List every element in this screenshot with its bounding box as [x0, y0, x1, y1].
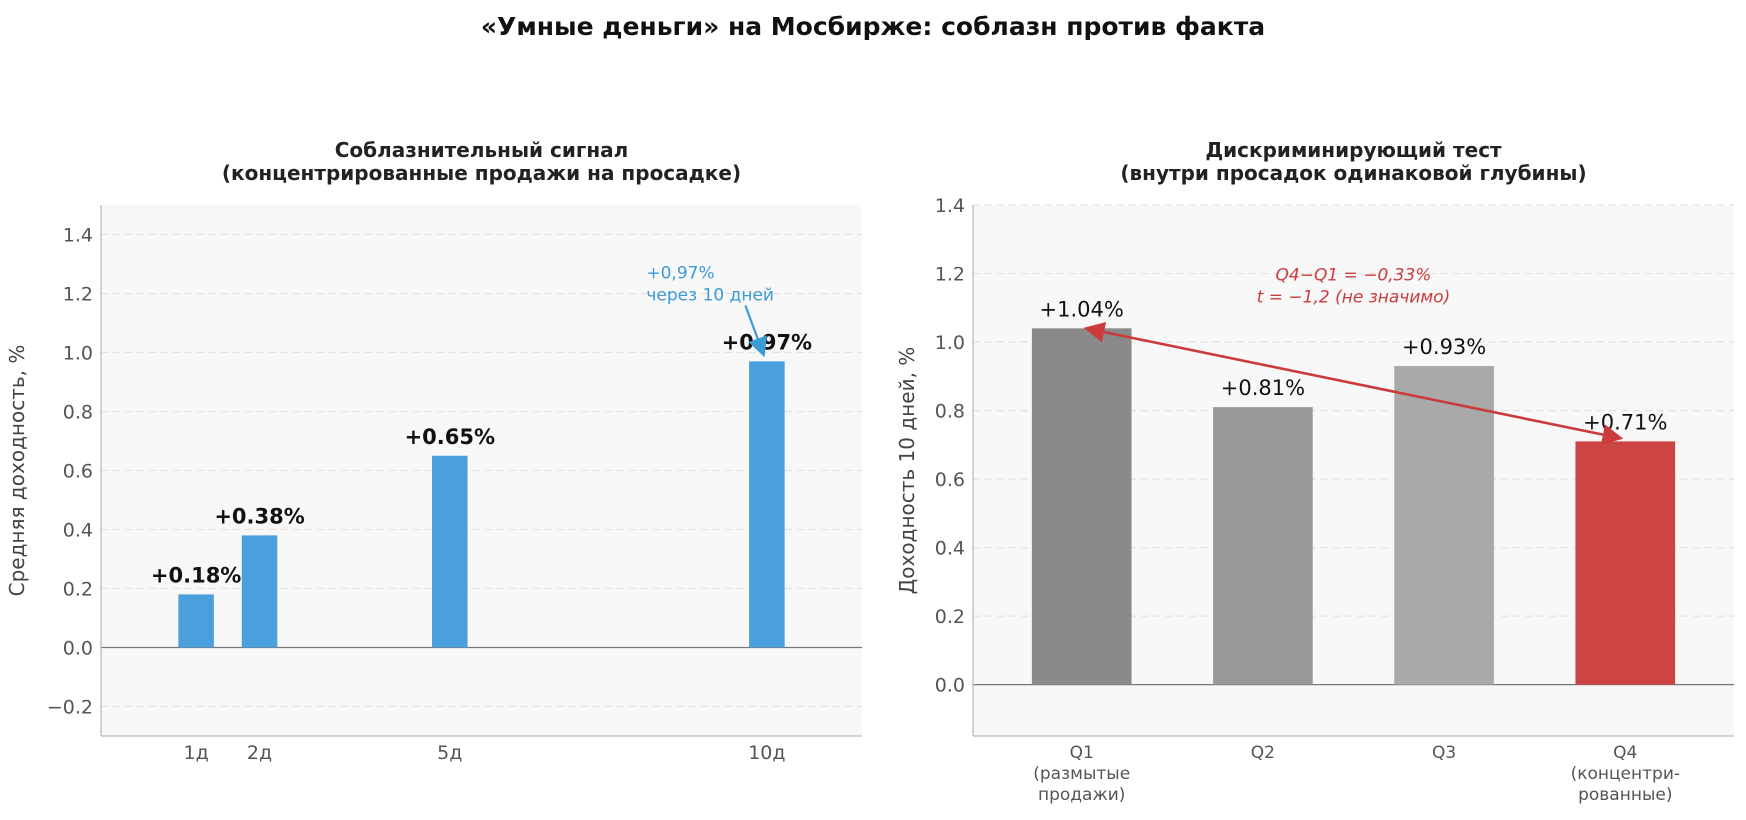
- bar-value-label: +0.81%: [1221, 376, 1305, 400]
- y-tick-label: 0.4: [935, 538, 965, 560]
- figure-title: «Умные деньги» на Мосбирже: соблазн прот…: [481, 12, 1265, 41]
- x-tick-label: продажи): [1038, 785, 1125, 805]
- bar-value-label: +0.93%: [1402, 335, 1486, 359]
- left-chart-title: Соблазнительный сигнал: [335, 138, 629, 162]
- annotation-line: Q4−Q1 = −0,33%: [1276, 265, 1432, 285]
- x-tick-label: 1д: [184, 742, 209, 764]
- bar-value-label: +0.97%: [722, 330, 812, 354]
- x-tick-label: (размытые: [1033, 764, 1130, 784]
- difference-arrow: [1083, 321, 1624, 445]
- annotation-line: +0,97%: [646, 264, 714, 284]
- bar-value-label: +0.18%: [151, 563, 241, 587]
- bar-value-label: +0.71%: [1583, 410, 1667, 434]
- bar-1д: [178, 594, 214, 648]
- y-tick-label: 0.8: [63, 402, 93, 424]
- y-tick-label: 0.6: [63, 461, 93, 483]
- y-tick-label: 1.2: [63, 284, 93, 306]
- x-tick-label: 10д: [748, 742, 785, 764]
- left-chart-subtitle: (концентрированные продажи на просадке): [222, 161, 741, 185]
- y-tick-label: 1.4: [63, 225, 93, 247]
- y-tick-label: 0.4: [63, 520, 93, 542]
- bar-10д: [749, 361, 785, 648]
- bar-Q3: [1394, 366, 1494, 685]
- bar-Q1: [1031, 328, 1132, 685]
- x-tick-label: Q4: [1613, 743, 1637, 763]
- x-tick-label: (концентри-: [1571, 764, 1680, 784]
- y-axis-label: Средняя доходность, %: [5, 345, 29, 597]
- x-tick-label: 5д: [437, 742, 462, 764]
- x-tick-label: 2д: [247, 742, 272, 764]
- annotation-line: через 10 дней: [646, 286, 774, 306]
- y-tick-label: 0.2: [935, 606, 965, 628]
- y-tick-label: 0.6: [935, 469, 965, 491]
- right-chart-title: Дискриминирующий тест: [1205, 138, 1502, 162]
- y-tick-label: 0.8: [935, 401, 965, 423]
- annotation-line: t = −1,2 (не значимо): [1257, 287, 1451, 307]
- right-panel: Дискриминирующий тест(внутри просадок од…: [895, 138, 1734, 805]
- bar-5д: [432, 455, 468, 648]
- right-chart-subtitle: (внутри просадок одинаковой глубины): [1120, 161, 1586, 185]
- bar-value-label: +1.04%: [1040, 297, 1124, 321]
- y-tick-label: 1.0: [935, 332, 965, 354]
- y-tick-label: −0.2: [47, 697, 93, 719]
- y-tick-label: 0.0: [935, 675, 965, 697]
- annotation-arrow: [744, 305, 767, 358]
- bar-value-label: +0.65%: [405, 425, 495, 449]
- y-tick-label: 1.2: [935, 264, 965, 286]
- y-tick-label: 0.0: [63, 638, 93, 660]
- y-tick-label: 1.4: [935, 195, 965, 217]
- bar-2д: [241, 535, 278, 648]
- bar-Q2: [1213, 407, 1313, 685]
- x-tick-label: рованные): [1578, 785, 1672, 805]
- bar-value-label: +0.38%: [214, 504, 304, 528]
- x-tick-label: Q2: [1251, 743, 1275, 763]
- y-axis-label: Доходность 10 дней, %: [895, 347, 919, 595]
- bar-Q4: [1575, 441, 1676, 685]
- y-tick-label: 0.2: [63, 579, 93, 601]
- x-tick-label: Q3: [1432, 743, 1456, 763]
- left-panel: Соблазнительный сигнал(концентрированные…: [5, 138, 862, 764]
- x-tick-label: Q1: [1070, 743, 1094, 763]
- y-tick-label: 1.0: [63, 343, 93, 365]
